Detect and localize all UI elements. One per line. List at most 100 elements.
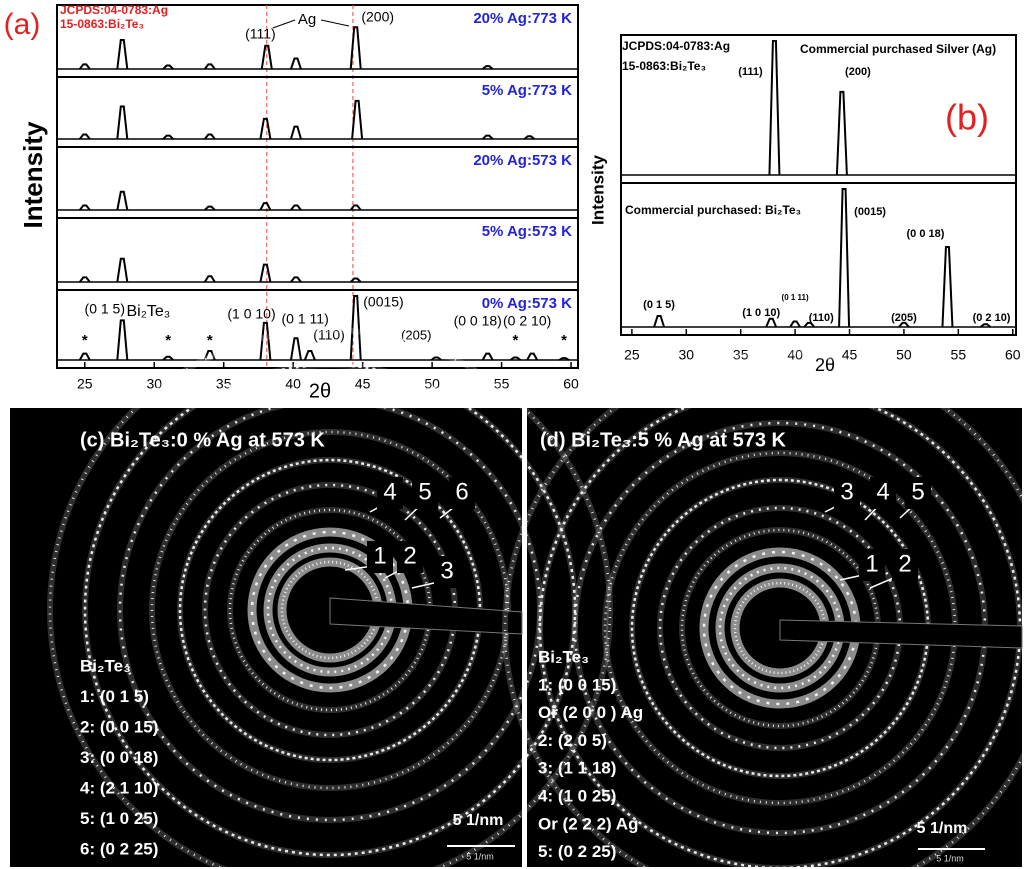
peak xyxy=(162,64,174,70)
peak-annotation: Bi₂Te₃ xyxy=(126,303,170,320)
peak xyxy=(835,90,848,176)
peak xyxy=(351,99,364,140)
peak-marker: * xyxy=(207,332,213,349)
x-axis-label: 2θ xyxy=(815,355,835,375)
x-tick-label: 45 xyxy=(842,347,858,363)
peak xyxy=(350,277,362,283)
x-tick-label: 55 xyxy=(951,347,967,363)
plane-index: 1: (0 1 5) xyxy=(80,687,149,706)
peak xyxy=(116,190,129,211)
peak xyxy=(349,26,362,70)
image-title: (c) Bi₂Te₃:0 % Ag at 573 K xyxy=(80,429,325,451)
y-axis-label: Intensity xyxy=(588,155,607,225)
peak xyxy=(290,204,302,211)
ring-label-box xyxy=(449,477,475,509)
peak xyxy=(509,356,522,361)
peak xyxy=(290,125,302,140)
x-tick-label: 50 xyxy=(896,347,912,363)
peak xyxy=(204,133,216,140)
ring-label-box xyxy=(859,549,885,581)
peak-annotation: (200) xyxy=(845,66,871,78)
arrow xyxy=(272,19,296,29)
series-name: Commercial purchased Silver (Ag) xyxy=(800,42,996,56)
peak xyxy=(290,57,302,70)
peak xyxy=(203,275,216,283)
plane-index: 3: (0 0 18) xyxy=(80,748,158,767)
peak xyxy=(349,204,362,211)
peak xyxy=(116,319,129,361)
x-tick-label: 40 xyxy=(787,347,803,363)
peak-annotation: (0 1 5) xyxy=(643,299,675,311)
ring-label-box xyxy=(397,541,423,573)
x-tick-label: 40 xyxy=(285,376,301,392)
peak xyxy=(303,350,316,361)
peak xyxy=(259,321,272,361)
ring-label: 1 xyxy=(865,550,878,577)
peak xyxy=(204,205,216,211)
peak-annotation: (0 0 18) xyxy=(906,228,944,240)
panel-label: (a) xyxy=(4,8,41,41)
x-tick-label: 25 xyxy=(624,347,640,363)
peak xyxy=(116,39,129,70)
peak-marker: * xyxy=(561,332,567,349)
peak xyxy=(653,314,666,328)
series-name: 0% Ag:573 K xyxy=(482,295,572,312)
peak xyxy=(259,263,272,283)
peak-annotation: (111) xyxy=(245,26,276,42)
peak xyxy=(349,295,362,361)
ring-label-box xyxy=(377,477,403,509)
peak-annotation: (0 2 10) xyxy=(503,313,551,329)
series-name: 20% Ag:573 K xyxy=(473,152,572,169)
peak-annotation: (0 1 11) xyxy=(782,293,809,302)
peak-annotation: (0015) xyxy=(854,206,886,218)
peak xyxy=(482,134,494,140)
peak-annotation: (205) xyxy=(401,327,431,342)
ring-label-box xyxy=(834,477,860,509)
ring-label: 5 xyxy=(418,478,431,505)
x-tick-label: 60 xyxy=(1005,347,1021,363)
peak xyxy=(78,276,91,283)
peak xyxy=(78,133,91,140)
peak xyxy=(430,356,442,361)
scale-bar-label: 5 1/nm xyxy=(936,853,964,863)
x-tick-label: 35 xyxy=(733,347,749,363)
peak xyxy=(78,204,91,211)
reference-card: 15-0863:Bi₂Te₃ xyxy=(60,17,144,31)
peak xyxy=(78,63,91,70)
peak xyxy=(78,352,91,361)
ring-label: 5 xyxy=(911,478,924,505)
ring-label: 3 xyxy=(440,557,453,584)
peak xyxy=(259,117,272,140)
ring-label: 4 xyxy=(876,478,889,505)
x-tick-label: 30 xyxy=(679,347,695,363)
ring-label-box xyxy=(870,477,896,509)
plane-index: Bi₂Te₃ xyxy=(80,656,131,675)
peak-annotation: (1 0 10) xyxy=(742,307,780,319)
plane-index: Or (2 2 2) Ag xyxy=(538,814,638,833)
peak-annotation: Ag xyxy=(298,11,316,28)
peak-annotation: (111) xyxy=(738,66,763,78)
series-name: Commercial purchased: Bi₂Te₃ xyxy=(625,203,801,217)
series-name: 5% Ag:573 K xyxy=(482,223,572,240)
diffraction-ring xyxy=(150,430,510,790)
reference-card: 15-0863:Bi₂Te₃ xyxy=(622,59,706,73)
plane-index: 1: (0 0 15) xyxy=(538,675,616,694)
peak xyxy=(765,317,778,328)
x-tick-label: 60 xyxy=(563,376,579,392)
ring-label: 4 xyxy=(383,478,396,505)
peak-marker: * xyxy=(82,332,88,349)
peak-annotation: (205) xyxy=(891,312,917,324)
peak-marker: * xyxy=(513,332,519,349)
diffraction-ring xyxy=(48,328,612,869)
ring-label-box xyxy=(905,477,931,509)
ring-label: 1 xyxy=(373,542,386,569)
plot-frame xyxy=(56,4,579,369)
peak xyxy=(803,321,816,328)
y-axis-label: Intensity xyxy=(18,121,48,228)
peak xyxy=(289,337,302,361)
peak xyxy=(789,320,801,328)
peak xyxy=(838,188,851,328)
x-tick-label: 35 xyxy=(216,376,232,392)
peak-annotation: (0 2 10) xyxy=(973,312,1011,324)
